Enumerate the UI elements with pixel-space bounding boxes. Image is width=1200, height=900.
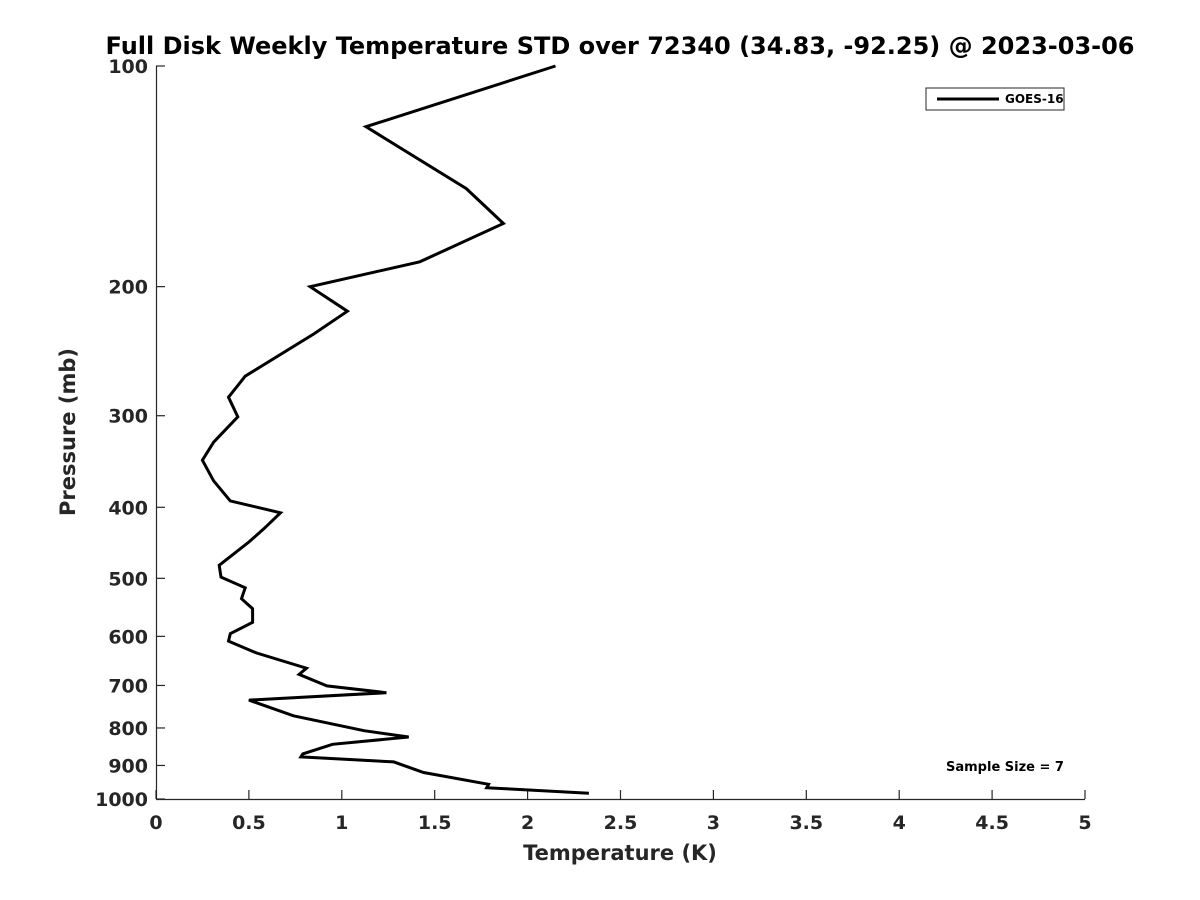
x-tick-label: 2 [521,812,534,834]
x-tick-label: 5 [1078,812,1091,834]
y-tick-label: 200 [108,277,148,299]
y-tick-label: 100 [108,56,148,78]
chart-title: Full Disk Weekly Temperature STD over 72… [106,32,1135,60]
y-tick-label: 1000 [95,789,148,811]
y-tick-label: 600 [108,626,148,648]
x-tick-label: 3 [707,812,720,834]
legend: GOES-16 [925,87,1065,111]
x-tick-label: 1 [335,812,348,834]
x-axis-ticks: 0 0.5 1 1.5 2 2.5 3 3.5 4 4.5 5 [149,790,1092,834]
x-tick-label: 2.5 [604,812,638,834]
y-axis-ticks: 100 200 300 400 500 600 700 800 900 1000 [95,56,165,811]
goes-16-series-line [200,64,589,795]
y-tick-label: 500 [108,568,148,590]
y-axis-label: Pressure (mb) [56,348,80,516]
x-axis-label: Temperature (K) [523,841,717,865]
y-tick-label: 400 [108,497,148,519]
x-tick-label: 4 [893,812,906,834]
x-tick-label: 0 [149,812,162,834]
x-tick-label: 4.5 [975,812,1009,834]
x-tick-label: 1.5 [418,812,452,834]
y-tick-label: 800 [108,718,148,740]
x-tick-label: 0.5 [232,812,266,834]
legend-label: GOES-16 [1005,92,1064,106]
y-tick-label: 700 [108,675,148,697]
y-tick-label: 300 [108,406,148,428]
sample-size-annotation: Sample Size = 7 [946,760,1064,775]
x-tick-label: 3.5 [789,812,823,834]
y-tick-label: 900 [108,755,148,777]
